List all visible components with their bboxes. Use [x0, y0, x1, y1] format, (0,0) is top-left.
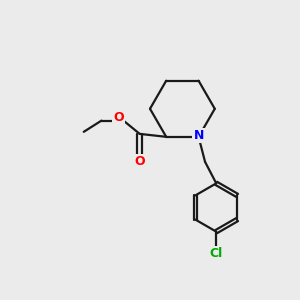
- Text: O: O: [134, 155, 145, 168]
- Text: N: N: [194, 129, 204, 142]
- Text: Cl: Cl: [210, 247, 223, 260]
- Text: O: O: [113, 111, 124, 124]
